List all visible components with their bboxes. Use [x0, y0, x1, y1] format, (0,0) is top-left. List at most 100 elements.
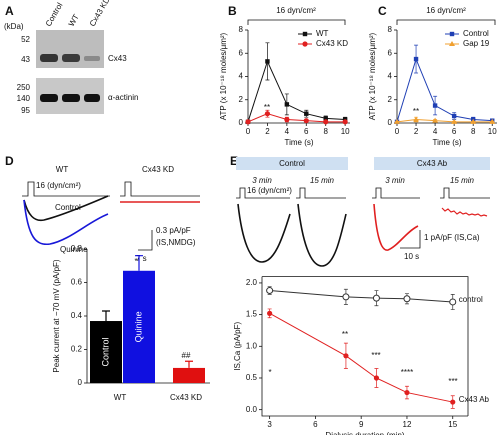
- error-bar: [185, 360, 193, 368]
- time-label: 15 min: [310, 176, 335, 185]
- time-label: 3 min: [385, 176, 405, 185]
- series-line: [247, 113, 346, 123]
- scale-label: 7 s: [136, 254, 147, 263]
- marker: [403, 295, 411, 303]
- legend-label: Control: [463, 29, 489, 38]
- blot: [36, 30, 104, 114]
- y-tick-label: 1.5: [246, 310, 258, 319]
- y-axis-label: ATP (x 10⁻¹⁸ moles/μm²): [368, 32, 377, 120]
- annotation: *: [134, 257, 137, 266]
- time-label: 3 min: [252, 176, 272, 185]
- marker: [373, 375, 380, 381]
- y-tick-label: 0: [78, 378, 83, 387]
- legend-label: WT: [316, 29, 329, 38]
- mw-marker: 43: [21, 55, 30, 64]
- y-tick-label: 2: [239, 95, 244, 104]
- y-tick-label: 0.8: [71, 244, 83, 253]
- current-trace: [23, 199, 109, 246]
- annotation: ***: [371, 351, 380, 360]
- mw-marker: 52: [21, 35, 30, 44]
- stim-label: 16 (dyn/cm²): [36, 181, 81, 190]
- x-tick-label: 3: [267, 420, 272, 429]
- x-tick-label: 0: [246, 127, 251, 136]
- current-trace: [297, 203, 347, 267]
- marker: [265, 59, 270, 64]
- series-line: [396, 119, 493, 123]
- lane-label: Cx43 KD: [88, 0, 112, 28]
- x-tick-label: 6: [313, 420, 318, 429]
- y-axis-label: Peak current at −70 mV (pA/pF): [52, 259, 61, 372]
- legend-marker: [449, 31, 455, 37]
- marker: [323, 116, 328, 121]
- panel-letter: A: [5, 4, 14, 18]
- y-tick-label: 0.6: [71, 278, 83, 287]
- y-axis-label: ATP (x 10⁻¹⁸ moles/μm²): [219, 32, 228, 120]
- stim-trace: [236, 187, 290, 199]
- legend-label: control: [459, 295, 483, 304]
- series-line: [269, 290, 453, 303]
- axes-box: [262, 276, 469, 416]
- lane-label: WT: [67, 13, 81, 28]
- bar: [173, 367, 205, 383]
- x-tick-label: 8: [471, 127, 476, 136]
- stim-trace: [440, 187, 490, 199]
- x-tick-label: 6: [304, 127, 309, 136]
- series-line: [269, 312, 453, 403]
- annotation: ***: [448, 377, 457, 386]
- legend-marker: [449, 41, 455, 46]
- marker: [451, 113, 457, 119]
- chart-title: 16 dyn/cm²: [276, 6, 316, 15]
- stim-label: 16 (dyn/cm²): [247, 186, 292, 195]
- y-tick-label: 8: [239, 25, 244, 34]
- x-tick-label: 9: [359, 420, 364, 429]
- current-trace: [23, 195, 109, 222]
- y-tick-label: 8: [388, 25, 393, 34]
- annotation: **: [342, 330, 348, 339]
- y-tick-label: 0: [239, 118, 244, 127]
- legend-label: Gap 19: [463, 39, 490, 48]
- scale-label: 1 pA/pF (IS,Ca): [424, 233, 480, 242]
- marker: [266, 287, 274, 295]
- x-axis-label: Time (s): [432, 138, 461, 147]
- trace-label: Control: [55, 203, 81, 212]
- y-tick-label: 6: [239, 48, 244, 57]
- mw-marker: 140: [17, 94, 31, 103]
- panel-letter: E: [230, 154, 238, 168]
- marker: [413, 116, 420, 122]
- group-label: WT: [114, 393, 127, 402]
- marker: [342, 119, 348, 125]
- trace-label: Quinine: [60, 245, 88, 254]
- chart-title: 16 dyn/cm²: [426, 6, 466, 15]
- marker: [404, 389, 410, 396]
- marker: [413, 56, 419, 62]
- condition-label: WT: [56, 165, 69, 174]
- marker: [451, 118, 458, 124]
- y-tick-label: 0.2: [71, 345, 83, 354]
- y-axis-label: IS,Ca (pA/pF): [233, 322, 242, 371]
- stim-bracket: [396, 19, 496, 25]
- legend-marker: [302, 31, 308, 37]
- scale-bar: [400, 230, 421, 249]
- stim-trace: [372, 187, 420, 199]
- x-tick-label: 10: [488, 127, 497, 136]
- error-bar: [135, 255, 143, 271]
- marker: [342, 293, 350, 301]
- x-axis-label: Dialysis duration (min): [325, 431, 404, 435]
- legend-label: Cx43 Ab: [459, 395, 490, 404]
- group-label: Cx43 KD: [170, 393, 202, 402]
- marker: [450, 399, 456, 405]
- blot-unit: (kDa): [4, 22, 24, 31]
- y-tick-label: 2.0: [246, 278, 258, 287]
- marker: [470, 118, 477, 124]
- scale-label: 10 s: [404, 252, 419, 261]
- bar: [90, 321, 122, 383]
- y-tick-label: 0.4: [71, 311, 83, 320]
- time-label: 15 min: [450, 176, 475, 185]
- bar: [123, 270, 155, 383]
- stim-trace: [120, 181, 200, 197]
- panel-letter: B: [228, 4, 237, 18]
- marker: [264, 111, 271, 117]
- y-tick-label: 4: [388, 72, 393, 81]
- stim-bracket: [247, 19, 346, 25]
- stim-trace: [22, 181, 110, 197]
